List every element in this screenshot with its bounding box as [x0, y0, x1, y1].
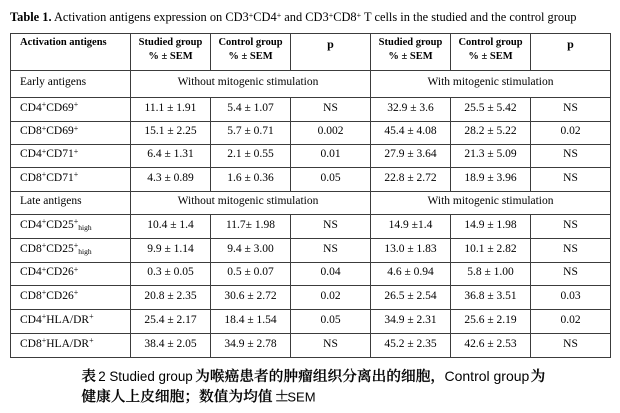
svg-text:SEM: SEM	[287, 389, 315, 404]
svg-text:Control group: Control group	[445, 368, 530, 384]
svg-text:2 Studied group: 2 Studied group	[98, 369, 193, 384]
